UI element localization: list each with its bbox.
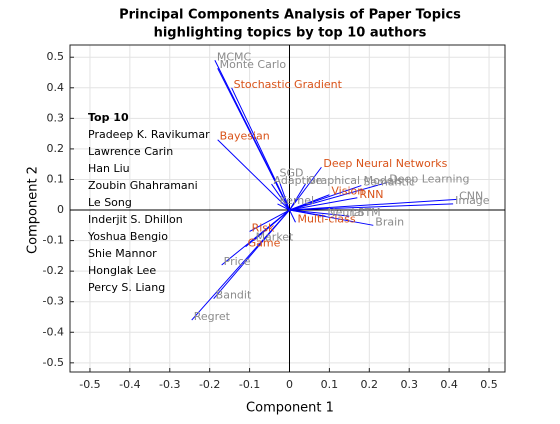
y-tick-label: -0.1 — [43, 234, 64, 247]
chart-title: Principal Components Analysis of Paper T… — [119, 8, 461, 23]
vector-label: Graphical Models — [307, 174, 402, 187]
vector-label: Image — [455, 194, 490, 207]
loading-vector — [289, 197, 358, 211]
vector-label: Semantic — [363, 176, 415, 189]
author-name: Zoubin Ghahramani — [88, 179, 198, 192]
loading-vector — [221, 209, 290, 266]
author-name: Honglak Lee — [88, 264, 156, 277]
x-tick-label: -0.3 — [159, 378, 180, 391]
y-axis-label: Component 2 — [26, 166, 41, 254]
x-tick-label: -0.4 — [119, 378, 140, 391]
plot-frame — [69, 44, 506, 373]
vector-label: Deep Learning — [389, 173, 469, 186]
author-name: Shie Mannor — [88, 247, 157, 260]
vector-label: Bandit — [216, 289, 252, 302]
y-tick-label: -0.2 — [43, 264, 64, 277]
loading-vector — [289, 194, 330, 211]
vector-label: RNN — [359, 188, 383, 201]
y-tick-label: 0.3 — [47, 111, 65, 124]
loading-vector — [277, 176, 290, 211]
author-name: Percy S. Liang — [88, 281, 165, 294]
loading-vector — [289, 209, 350, 217]
loading-vector — [217, 68, 290, 211]
vector-label: Neural — [327, 206, 363, 219]
x-tick-label: 0.4 — [440, 378, 458, 391]
vector-label: Stochastic Gradient — [234, 78, 343, 91]
loading-vector — [271, 183, 290, 211]
x-tick-label: -0.1 — [239, 378, 260, 391]
y-tick-label: 0 — [57, 203, 64, 216]
y-tick-label: 0.4 — [47, 81, 65, 94]
author-name: Han Liu — [88, 162, 130, 175]
vector-label: Brain — [375, 215, 404, 228]
vector-label: SGD — [280, 166, 304, 179]
vector-label: Bayesian — [220, 130, 270, 143]
y-tick-label: 0.5 — [47, 50, 65, 63]
vector-label: CNN — [459, 189, 483, 202]
y-tick-label: -0.4 — [43, 325, 64, 338]
vector-label: Vision — [331, 185, 364, 198]
loading-vector — [249, 209, 290, 232]
vector-label: Risk — [252, 221, 275, 234]
author-name: Pradeep K. Ravikumar — [88, 128, 210, 141]
loading-vector — [289, 209, 296, 223]
y-tick-label: 0.2 — [47, 142, 65, 155]
vector-label: LSTM — [351, 206, 380, 219]
x-tick-label: 0.1 — [321, 378, 339, 391]
vector-label: Monte Carlo — [220, 58, 287, 71]
x-axis-label: Component 1 — [246, 401, 334, 416]
loading-vector — [289, 182, 388, 211]
vector-label: Multi-class — [297, 212, 355, 225]
vector-label: Regret — [194, 310, 231, 323]
x-tick-label: -0.5 — [79, 378, 100, 391]
y-tick-label: -0.3 — [43, 295, 64, 308]
y-tick-label: 0.1 — [47, 172, 65, 185]
x-tick-label: 0 — [286, 378, 293, 391]
y-tick-label: -0.5 — [43, 356, 64, 369]
loading-vector — [289, 166, 322, 211]
loading-vector — [289, 203, 454, 211]
loading-vector — [231, 87, 290, 211]
vector-label: Market — [256, 231, 294, 244]
loading-vector — [277, 203, 290, 211]
vector-label: Kernel — [280, 194, 315, 207]
loading-vector — [191, 209, 290, 321]
x-tick-label: 0.2 — [361, 378, 379, 391]
vector-label: Deep Neural Networks — [323, 157, 447, 170]
vector-label: MCMC — [217, 50, 252, 63]
author-name: Le Song — [88, 196, 132, 209]
vector-label: Adaptive — [274, 174, 323, 187]
legend-title: Top 10 — [88, 111, 129, 124]
vector-label: Game — [248, 237, 281, 250]
x-tick-label: 0.5 — [480, 378, 498, 391]
chart-subtitle: highlighting topics by top 10 authors — [154, 26, 427, 41]
loading-vector — [289, 198, 458, 211]
vector-label: Price — [224, 255, 251, 268]
author-name: Inderjit S. Dhillon — [88, 213, 183, 226]
x-tick-label: 0.3 — [400, 378, 418, 391]
loading-vector — [217, 139, 290, 211]
author-name: Lawrence Carin — [88, 145, 173, 158]
loading-vector — [289, 209, 326, 217]
author-name: Yoshua Bengio — [87, 230, 168, 243]
x-tick-label: -0.2 — [199, 378, 220, 391]
